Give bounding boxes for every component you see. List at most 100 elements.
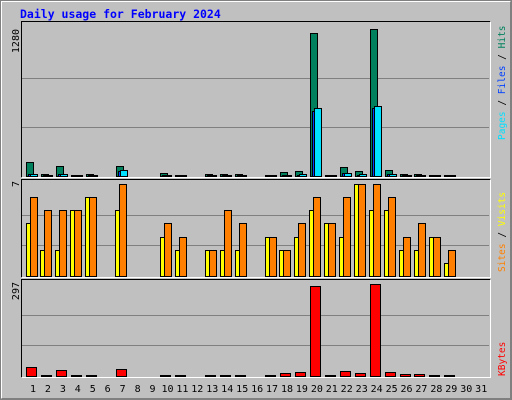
legend-sites: Sites [497, 243, 508, 272]
sites-bar-day-11 [179, 237, 187, 277]
sites-bar-day-3 [59, 210, 67, 277]
x-axis-tick-labels: 1 2 3 4 5 6 7 8 9 10 11 12 13 14 15 16 17 18 19 20 21 22 23 24 2… [30, 384, 487, 395]
pages-bar-day-21 [329, 175, 337, 177]
kbytes-bar-day-15 [235, 375, 246, 377]
x-tick-label-day-20: 20 [311, 384, 323, 395]
chart-marks [22, 29, 489, 377]
sites-bar-day-14 [224, 210, 232, 277]
x-tick-label-day-13: 13 [206, 384, 218, 395]
legend-separator: / [497, 232, 508, 238]
pages-bar-day-28 [433, 175, 441, 177]
kbytes-bar-day-10 [160, 375, 171, 377]
x-tick-label-day-12: 12 [191, 384, 203, 395]
sites-bar-day-10 [164, 223, 172, 277]
sites-bar-day-4 [74, 210, 82, 277]
kbytes-bar-day-11 [175, 375, 186, 377]
pages-bar-day-1 [30, 174, 38, 177]
x-tick-label-day-27: 27 [415, 384, 427, 395]
x-tick-label-day-14: 14 [221, 384, 233, 395]
legend-visits: Visits [497, 192, 508, 226]
sites-bar-day-23 [358, 184, 366, 277]
x-tick-label-day-18: 18 [281, 384, 293, 395]
pages-bar-day-26 [404, 175, 412, 177]
sites-bar-day-7 [119, 184, 127, 277]
sites-bar-day-13 [209, 250, 217, 277]
x-tick-label-day-2: 2 [45, 384, 51, 395]
legend-files: Files [497, 66, 508, 95]
kbytes-bar-day-3 [56, 370, 67, 377]
x-tick-label-day-17: 17 [266, 384, 278, 395]
pages-bar-day-14 [224, 175, 232, 177]
legend-visits-sites: Sites / Visits [497, 192, 508, 272]
x-tick-label-day-9: 9 [149, 384, 155, 395]
pages-bar-day-7 [120, 170, 128, 177]
panel-border-light [21, 279, 491, 378]
legend-separator: / [497, 54, 508, 60]
sites-bar-day-21 [328, 223, 336, 277]
kbytes-bar-day-26 [400, 374, 411, 377]
pages-bar-day-25 [389, 174, 397, 177]
sites-bar-day-17 [269, 237, 277, 277]
kbytes-bar-day-17 [265, 375, 276, 377]
legend-pages: Pages [497, 111, 508, 140]
x-tick-label-day-10: 10 [161, 384, 173, 395]
x-tick-label-day-26: 26 [400, 384, 412, 395]
x-tick-label-day-15: 15 [236, 384, 248, 395]
x-tick-label-day-1: 1 [30, 384, 36, 395]
panel-border-dark [21, 279, 491, 378]
pages-bar-day-18 [284, 175, 292, 177]
sites-bar-day-18 [283, 250, 291, 277]
x-tick-label-day-19: 19 [296, 384, 308, 395]
x-tick-label-day-7: 7 [120, 384, 126, 395]
kbytes-bar-day-22 [340, 371, 351, 377]
y-max-label-hits: 1280 [11, 29, 22, 53]
kbytes-bar-day-28 [429, 375, 440, 377]
panel-hits-files-pages [21, 21, 491, 178]
pages-bar-day-19 [299, 174, 307, 177]
x-tick-label-day-6: 6 [105, 384, 111, 395]
pages-bar-day-27 [418, 175, 426, 177]
x-tick-label-day-23: 23 [356, 384, 368, 395]
pages-bar-day-29 [448, 175, 456, 177]
x-tick-label-day-24: 24 [371, 384, 383, 395]
x-tick-label-day-8: 8 [135, 384, 141, 395]
kbytes-bar-day-7 [116, 369, 127, 377]
kbytes-bar-day-29 [444, 375, 455, 377]
pages-bar-day-10 [164, 175, 172, 177]
legend-kbytes: KBytes [497, 342, 508, 376]
sites-bar-day-24 [373, 184, 381, 277]
sites-bar-day-2 [44, 210, 52, 277]
pages-bar-day-17 [269, 175, 277, 177]
chart-title: Daily usage for February 2024 [20, 7, 221, 21]
sites-bar-day-19 [298, 223, 306, 277]
legend-hits-files-pages: Pages / Files / Hits [497, 25, 508, 140]
kbytes-bar-day-1 [26, 367, 37, 377]
pages-bar-day-2 [45, 175, 53, 177]
kbytes-bar-day-4 [71, 375, 82, 377]
kbytes-bar-day-18 [280, 373, 291, 377]
kbytes-bar-day-21 [325, 375, 336, 377]
pages-bar-day-24 [374, 106, 382, 177]
kbytes-bar-day-27 [414, 374, 425, 377]
sites-bar-day-28 [433, 237, 441, 277]
sites-bar-day-1 [30, 197, 38, 277]
pages-bar-day-13 [209, 175, 217, 177]
panel-border-dark [21, 21, 491, 178]
sites-bar-day-22 [343, 197, 351, 277]
x-tick-label-day-29: 29 [445, 384, 457, 395]
panel-visits-sites [21, 179, 491, 278]
pages-bar-day-22 [344, 173, 352, 177]
x-tick-label-day-11: 11 [176, 384, 188, 395]
pages-bar-day-23 [359, 174, 367, 177]
sites-bar-day-26 [403, 237, 411, 277]
x-tick-label-day-21: 21 [326, 384, 338, 395]
kbytes-bar-day-19 [295, 372, 306, 377]
sites-bar-day-25 [388, 197, 396, 277]
kbytes-bar-day-2 [41, 375, 52, 377]
pages-bar-day-5 [90, 175, 98, 177]
pages-bar-day-3 [60, 174, 68, 177]
